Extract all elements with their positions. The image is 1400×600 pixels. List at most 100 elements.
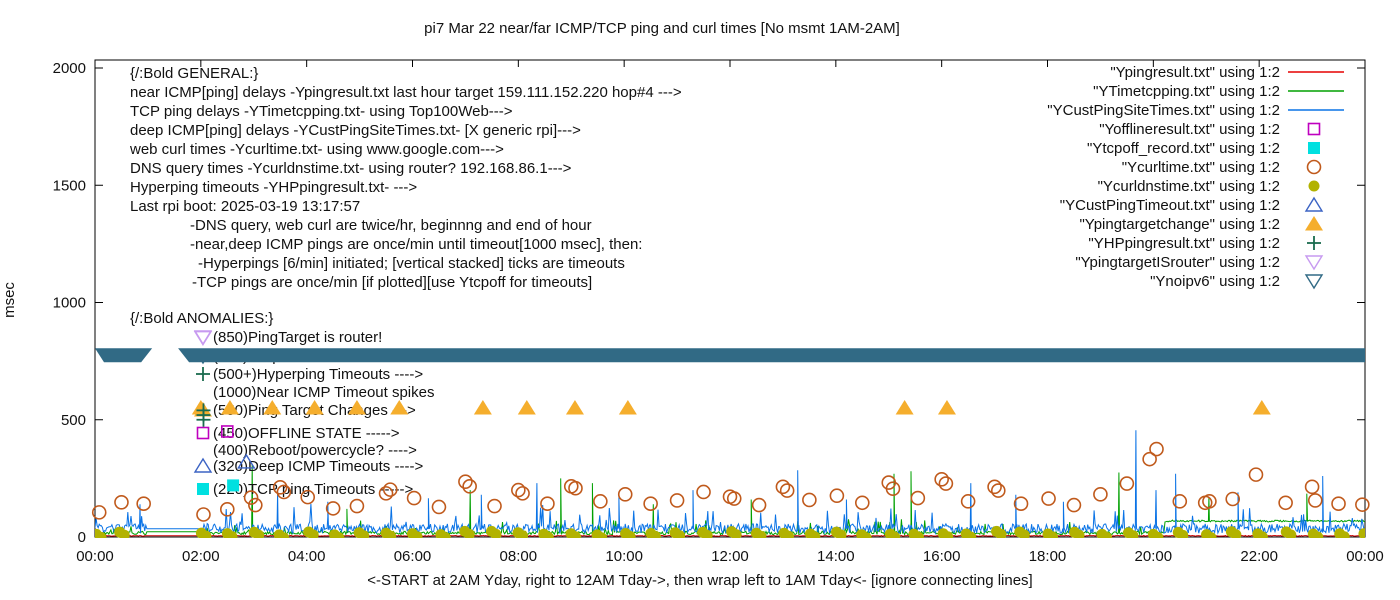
general-note-line: -near,deep ICMP pings are once/min until… — [190, 236, 642, 253]
general-notes: {/:Bold GENERAL:} near ICMP[ping] delays … — [129, 65, 682, 291]
dns-dot — [517, 530, 529, 538]
point-circle-open — [1119, 476, 1135, 491]
point-circle-open — [960, 494, 976, 509]
dns-dot — [1338, 531, 1350, 538]
point-tri-up-filled — [263, 400, 282, 415]
point-circle-open — [219, 502, 235, 517]
point-circle-open — [462, 479, 477, 494]
dns-dot — [1073, 529, 1085, 538]
x-tick-label: 14:00 — [817, 548, 855, 565]
dns-dot — [965, 531, 977, 538]
dns-dot — [95, 531, 107, 538]
legend-label: "Ypingresult.txt" using 1:2 — [1110, 64, 1280, 81]
anomaly-marker-tri-down-open — [193, 330, 213, 346]
point-circle-open — [1304, 479, 1320, 495]
point-circle-open — [829, 488, 845, 504]
dns-dot — [333, 532, 345, 538]
legend-entry: "Ypingresult.txt" using 1:2 — [1110, 64, 1344, 81]
dns-dot — [411, 531, 423, 538]
general-note-line: {/:Bold GENERAL:} — [130, 65, 258, 82]
dns-dot — [226, 531, 238, 538]
point-circle-open — [910, 490, 926, 506]
legend-entry: "Ycurltime.txt" using 1:2 — [1122, 159, 1322, 176]
noipv6-band-segment — [178, 348, 1366, 363]
general-note-line: Hyperping timeouts -YHPpingresult.txt- -… — [130, 179, 417, 196]
point-circle-open — [487, 498, 502, 514]
x-tick-label: 00:00 — [1346, 548, 1384, 565]
legend-entry: "Ypingtargetchange" using 1:2 — [1079, 216, 1323, 233]
legend-marker-square-filled — [1308, 142, 1320, 154]
legend-label: "Yofflineresult.txt" using 1:2 — [1099, 121, 1280, 138]
anomaly-notes: {/:Bold ANOMALIES:} (850)PingTarget is ro… — [130, 310, 434, 498]
dns-dot — [942, 531, 954, 538]
anomaly-marker-square-filled — [197, 483, 209, 495]
dns-dot — [701, 529, 713, 538]
anomaly-note-line: (320)Deep ICMP Timeouts ----> — [213, 458, 423, 475]
general-note-line: -TCP pings are once/min [if plotted][use… — [192, 274, 592, 291]
chart-title: pi7 Mar 22 near/far ICMP/TCP ping and cu… — [424, 20, 900, 37]
anomaly-note-line: (220)TCP ping Timeouts -----> — [213, 481, 413, 498]
x-tick-label: 16:00 — [923, 548, 961, 565]
series-YCustPingTimeout.txt — [237, 453, 256, 469]
dns-dot — [253, 529, 265, 538]
x-tick-label: 06:00 — [394, 548, 432, 565]
legend-marker-circle-open — [1306, 159, 1322, 175]
legend-entry: "YCustPingSiteTimes.txt" using 1:2 — [1047, 102, 1344, 119]
dns-dot — [463, 528, 475, 538]
dns-dot — [1101, 531, 1113, 538]
series-YCustPingSiteTimes.txt — [95, 430, 1365, 536]
point-circle-open — [325, 501, 341, 516]
point-circle-open — [300, 489, 316, 505]
general-note-line: near ICMP[ping] delays -Ypingresult.txt … — [130, 84, 682, 101]
legend-entry: "Ycurldnstime.txt" using 1:2 — [1098, 178, 1320, 195]
point-circle-open — [987, 479, 1002, 495]
plot-generated: 0 500 1000 1500 2000 00:00 02:00 04:00 06:00 08:0… — [53, 59, 1384, 565]
dns-dot — [995, 528, 1007, 538]
legend-marker-square-open — [1307, 122, 1321, 136]
legend-label: "Ycurltime.txt" using 1:2 — [1122, 159, 1280, 176]
dns-dot — [307, 529, 319, 538]
legend-label: "YpingtargetISrouter" using 1:2 — [1075, 254, 1280, 271]
dns-dot — [118, 529, 130, 538]
y-tick-label: 2000 — [53, 60, 86, 77]
legend: "Ypingresult.txt" using 1:2 "YTimetcpping… — [1047, 64, 1344, 290]
point-circle-open — [1093, 487, 1108, 502]
dns-dot — [542, 531, 554, 538]
point-circle-open — [406, 490, 422, 506]
legend-entry: "YCustPingTimeout.txt" using 1:2 — [1060, 196, 1324, 214]
dns-dot — [1152, 531, 1164, 538]
x-tick-label: 02:00 — [182, 548, 220, 565]
point-circle-open — [669, 493, 685, 508]
point-square-open — [220, 425, 234, 438]
plot-axes: 0 500 1000 1500 2000 00:00 02:00 04:00 06:00 08:0… — [53, 59, 1384, 565]
y-tick-label: 1000 — [53, 295, 86, 312]
anomaly-note-line: (500+)Hyperping Timeouts ----> — [213, 366, 423, 383]
dns-dot — [1018, 529, 1030, 538]
legend-entry: "Ytcpoff_record.txt" using 1:2 — [1087, 140, 1320, 157]
dns-dot — [889, 531, 901, 538]
dns-dot — [1205, 532, 1217, 538]
general-note-line: web curl times -Ycurltime.txt- using www… — [129, 141, 504, 158]
point-circle-open — [1202, 494, 1217, 509]
dns-dot — [782, 530, 794, 538]
dns-dot — [1256, 531, 1268, 538]
point-circle-open — [511, 482, 526, 498]
dns-dot — [439, 532, 451, 538]
point-tri-up-open — [237, 453, 256, 469]
point-circle-open — [276, 484, 292, 500]
point-circle-open — [515, 486, 530, 501]
dns-dot — [1358, 528, 1365, 538]
anomaly-marker-square-open — [196, 426, 210, 440]
dns-dot — [809, 531, 821, 538]
general-note-line: -Hyperpings [6/min] initiated; [vertical… — [198, 255, 625, 272]
point-circle-open — [802, 492, 817, 508]
point-circle-open — [1013, 496, 1029, 512]
point-circle-open — [779, 483, 795, 498]
series-YHPpingresult.txt — [196, 403, 211, 427]
legend-marker-tri-up-filled — [1305, 216, 1323, 231]
point-circle-open — [1142, 451, 1157, 467]
noipv6-band-segment — [95, 348, 153, 363]
y-tick-label: 500 — [61, 412, 86, 429]
dns-dot — [569, 531, 581, 538]
point-circle-open — [248, 497, 263, 513]
